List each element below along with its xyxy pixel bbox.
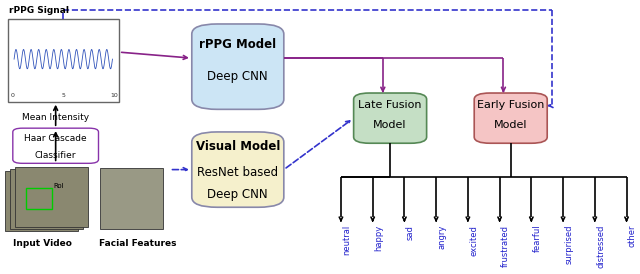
FancyBboxPatch shape [192, 24, 284, 109]
FancyBboxPatch shape [474, 93, 547, 143]
Text: Deep CNN: Deep CNN [207, 189, 268, 201]
Text: distressed: distressed [596, 225, 605, 268]
Bar [100, 168, 163, 229]
Text: 0: 0 [11, 93, 15, 98]
FancyBboxPatch shape [192, 132, 284, 207]
Text: Deep CNN: Deep CNN [207, 70, 268, 84]
Text: angry: angry [437, 225, 447, 249]
Text: Input Video: Input Video [13, 239, 72, 248]
Text: Mean Intensity: Mean Intensity [22, 113, 89, 122]
Bar [4, 171, 77, 231]
Text: Haar Cascade: Haar Cascade [24, 134, 86, 143]
Text: Model: Model [494, 120, 527, 130]
Text: surprised: surprised [564, 225, 573, 264]
Text: RoI: RoI [53, 183, 64, 189]
Text: ResNet based: ResNet based [197, 166, 278, 179]
Text: Visual Model: Visual Model [196, 139, 280, 153]
Text: rPPG Model: rPPG Model [199, 38, 276, 51]
Text: sad: sad [406, 225, 415, 240]
Text: fearful: fearful [532, 225, 541, 252]
Text: 10: 10 [110, 93, 118, 98]
Bar [8, 19, 119, 102]
Text: Early Fusion: Early Fusion [477, 100, 545, 110]
Bar [26, 189, 52, 209]
Text: Late Fusion: Late Fusion [358, 100, 422, 110]
Text: rPPG Signal: rPPG Signal [9, 6, 69, 15]
Bar [10, 169, 83, 229]
Text: Classifier: Classifier [35, 151, 76, 160]
Bar [15, 167, 88, 227]
Text: other: other [628, 225, 637, 247]
Text: 5: 5 [61, 93, 65, 98]
Text: excited: excited [469, 225, 478, 256]
Text: neutral: neutral [342, 225, 351, 255]
FancyBboxPatch shape [354, 93, 427, 143]
Text: frustrated: frustrated [501, 225, 510, 267]
Text: Facial Features: Facial Features [99, 239, 177, 248]
Text: Model: Model [373, 120, 407, 130]
Text: happy: happy [374, 225, 383, 251]
FancyBboxPatch shape [13, 128, 99, 163]
